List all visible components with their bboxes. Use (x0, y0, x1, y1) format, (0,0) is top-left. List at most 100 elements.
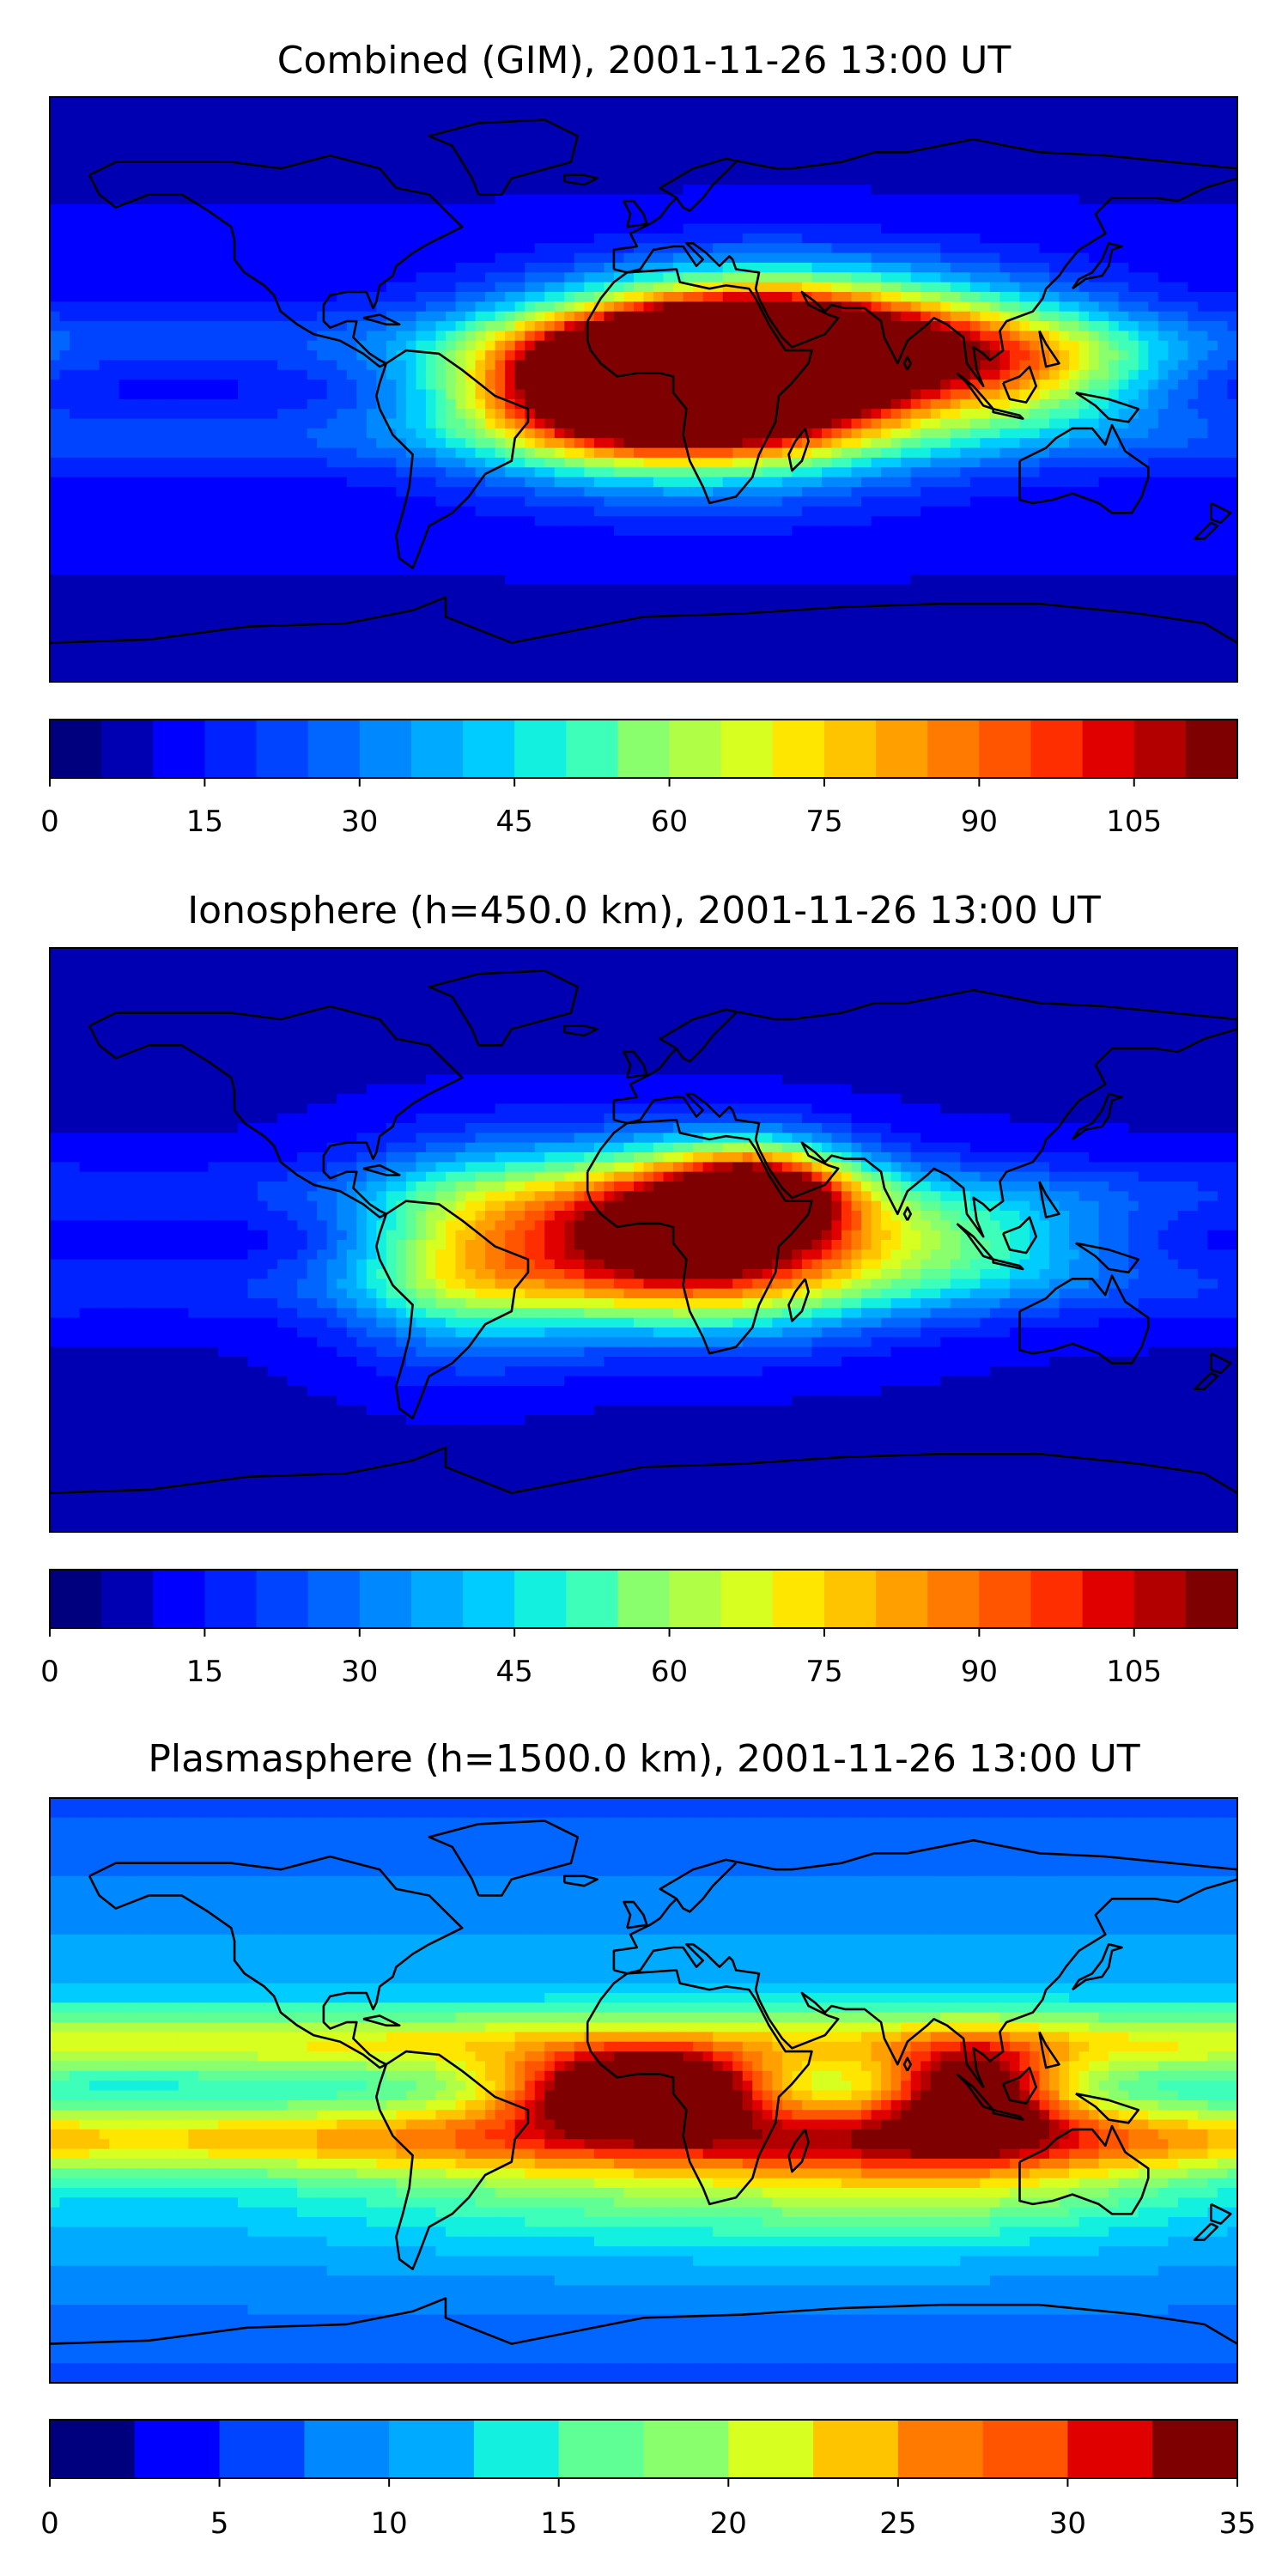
field-cell (673, 126, 684, 137)
field-cell (99, 467, 110, 478)
field-cell (554, 194, 565, 205)
field-cell (1098, 292, 1109, 302)
field-cell (138, 116, 149, 127)
field-cell (1049, 457, 1060, 468)
field-cell (89, 438, 100, 449)
field-cell (485, 106, 496, 118)
field-cell (683, 380, 694, 391)
field-cell (742, 136, 753, 147)
field-cell (79, 126, 90, 137)
field-cell (267, 369, 278, 380)
field-cell (356, 369, 368, 380)
field-cell (446, 262, 457, 273)
field-cell (416, 136, 427, 147)
field-cell (801, 282, 813, 293)
field-cell (317, 398, 328, 410)
field-cell (465, 360, 477, 371)
field-cell (208, 369, 219, 380)
field-cell (59, 97, 70, 107)
field-cell (1089, 321, 1100, 331)
field-cell (781, 165, 793, 176)
field-cell (752, 380, 763, 391)
field-cell (1109, 467, 1120, 478)
field-cell (781, 106, 793, 118)
field-cell (851, 97, 862, 107)
field-cell (59, 331, 70, 342)
field-cell (1207, 340, 1218, 351)
field-cell (326, 311, 337, 322)
field-cell (435, 155, 447, 167)
field-cell (59, 282, 70, 293)
field-cell (1098, 174, 1109, 185)
field-cell (633, 457, 645, 468)
field-cell (732, 145, 744, 156)
field-cell (277, 106, 289, 118)
field-cell (801, 447, 813, 459)
field-cell (1059, 233, 1070, 244)
field-cell (416, 389, 427, 400)
field-cell (1118, 447, 1129, 459)
field-cell (574, 301, 585, 313)
field-cell (118, 389, 130, 400)
field-cell (178, 311, 189, 322)
field-cell (208, 380, 219, 391)
field-cell (79, 487, 90, 497)
field-cell (841, 233, 853, 244)
field-cell (277, 243, 289, 254)
field-cell (435, 340, 447, 351)
field-cell (435, 97, 447, 107)
field-cell (1009, 360, 1021, 371)
field-cell (544, 438, 556, 449)
field-cell (277, 282, 289, 293)
field-cell (1098, 282, 1109, 293)
field-cell (574, 194, 585, 205)
field-cell (1118, 428, 1129, 439)
field-cell (831, 174, 842, 185)
field-cell (910, 136, 921, 147)
field-cell (188, 262, 199, 273)
field-cell (138, 398, 149, 410)
field-cell (1207, 321, 1218, 331)
field-cell (514, 282, 526, 293)
field-cell (59, 496, 70, 507)
field-cell (1009, 457, 1021, 468)
field-cell (1049, 301, 1060, 313)
field-cell (1217, 418, 1229, 429)
field-cell (1217, 428, 1229, 439)
field-cell (1069, 467, 1080, 478)
field-cell (1098, 262, 1109, 273)
field-cell (564, 447, 575, 459)
field-cell (1217, 447, 1229, 459)
field-cell (1227, 185, 1237, 196)
field-cell (821, 369, 833, 380)
field-cell (168, 194, 179, 205)
field-cell (564, 214, 575, 225)
field-cell (425, 282, 437, 293)
field-cell (980, 185, 991, 196)
field-cell (337, 155, 348, 167)
field-cell (554, 97, 565, 107)
field-cell (1029, 165, 1041, 176)
field-cell (811, 145, 823, 156)
field-cell (801, 321, 813, 331)
field-cell (1109, 301, 1120, 313)
field-cell (258, 126, 269, 137)
field-cell (99, 398, 110, 410)
field-cell (1078, 174, 1090, 185)
field-cell (722, 194, 733, 205)
field-cell (337, 477, 348, 488)
field-cell (505, 223, 516, 234)
field-cell (109, 252, 120, 264)
field-cell (762, 360, 773, 371)
field-cell (534, 311, 545, 322)
field-cell (969, 214, 981, 225)
field-cell (811, 233, 823, 244)
field-cell (683, 97, 694, 107)
field-cell (149, 204, 160, 215)
field-cell (109, 116, 120, 127)
field-cell (643, 185, 654, 196)
field-cell (910, 126, 921, 137)
field-cell (197, 214, 210, 225)
field-cell (178, 97, 189, 107)
field-cell (168, 409, 179, 420)
